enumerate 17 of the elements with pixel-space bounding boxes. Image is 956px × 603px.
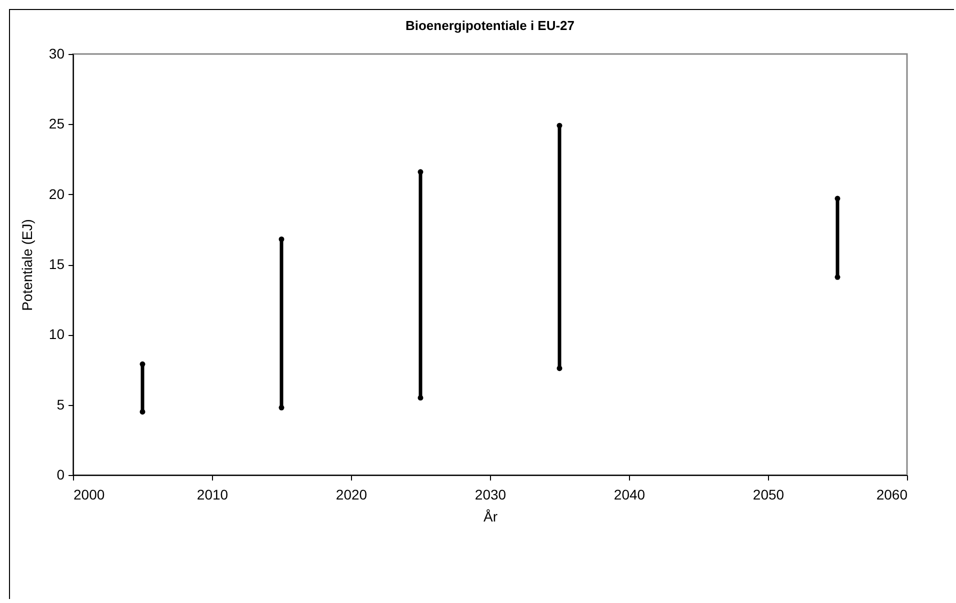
y-axis-title: Potentiale (EJ) xyxy=(18,219,35,311)
y-tick-label: 10 xyxy=(48,326,65,342)
y-tick-label: 30 xyxy=(48,46,65,62)
x-tick-label: 2040 xyxy=(614,486,646,502)
x-tick-label: 2030 xyxy=(474,486,506,502)
x-tick-label: 2010 xyxy=(196,486,228,502)
chart-title: Bioenergipotentiale i EU-27 xyxy=(405,18,575,33)
x-tick-label: 2060 xyxy=(876,486,908,502)
y-tick-label: 15 xyxy=(48,256,65,272)
x-axis-title: År xyxy=(484,508,498,524)
x-tick-label: 2020 xyxy=(336,486,368,502)
y-tick-label: 25 xyxy=(48,116,65,132)
x-tick-label: 2000 xyxy=(74,486,105,502)
y-tick-label: 0 xyxy=(56,466,65,482)
x-tick-label: 2050 xyxy=(752,486,784,502)
y-tick-label: 5 xyxy=(56,396,65,412)
y-tick-label: 20 xyxy=(48,186,65,202)
